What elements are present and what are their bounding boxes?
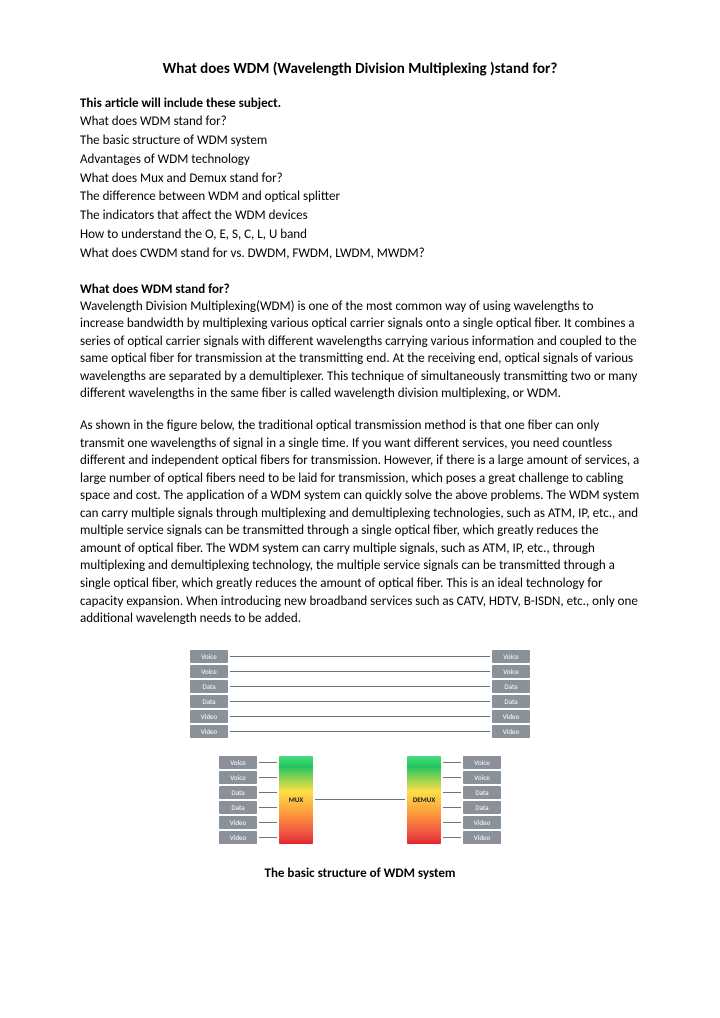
toc-item: What does Mux and Demux stand for? xyxy=(80,170,640,189)
right-labels: Voice Voice Data Data Video Video xyxy=(492,650,530,738)
toc-item: The basic structure of WDM system xyxy=(80,132,640,151)
signal-label: Voice xyxy=(190,650,228,663)
signal-label: Voice xyxy=(219,756,257,769)
paragraph: As shown in the figure below, the tradit… xyxy=(80,417,640,628)
signal-label: Data xyxy=(219,801,257,814)
signal-label: Data xyxy=(219,786,257,799)
signal-label: Data xyxy=(492,680,530,693)
toc-item: How to understand the O, E, S, C, L, U b… xyxy=(80,226,640,245)
signal-label: Voice xyxy=(463,756,501,769)
section-header: What does WDM stand for? xyxy=(80,282,640,297)
toc-item: What does CWDM stand for vs. DWDM, FWDM,… xyxy=(80,245,640,264)
fiber-lines xyxy=(443,756,461,844)
signal-label: Voice xyxy=(492,665,530,678)
fiber-lines xyxy=(259,756,277,844)
single-fiber-line xyxy=(315,799,405,800)
page-title: What does WDM (Wavelength Division Multi… xyxy=(80,60,640,78)
signal-label: Data xyxy=(190,695,228,708)
left-labels: Voice Voice Data Data Video Video xyxy=(219,756,257,844)
mux-box: MUX xyxy=(279,756,313,844)
signal-label: Video xyxy=(463,816,501,829)
signal-label: Video xyxy=(492,710,530,723)
right-labels: Voice Voice Data Data Video Video xyxy=(463,756,501,844)
paragraph: Wavelength Division Multiplexing(WDM) is… xyxy=(80,298,640,403)
signal-label: Voice xyxy=(219,771,257,784)
toc-item: Advantages of WDM technology xyxy=(80,151,640,170)
signal-label: Video xyxy=(492,725,530,738)
signal-label: Video xyxy=(190,710,228,723)
traditional-diagram: Voice Voice Data Data Video Video Voice … xyxy=(190,650,530,738)
signal-label: Voice xyxy=(463,771,501,784)
toc-item: The indicators that affect the WDM devic… xyxy=(80,207,640,226)
fiber-lines xyxy=(230,650,490,738)
wdm-diagram: Voice Voice Data Data Video Video MUX DE… xyxy=(219,756,501,844)
signal-label: Data xyxy=(190,680,228,693)
signal-label: Video xyxy=(463,831,501,844)
signal-label: Voice xyxy=(190,665,228,678)
signal-label: Voice xyxy=(492,650,530,663)
toc-header: This article will include these subject. xyxy=(80,96,640,111)
toc-item: What does WDM stand for? xyxy=(80,113,640,132)
signal-label: Data xyxy=(463,801,501,814)
signal-label: Video xyxy=(219,831,257,844)
signal-label: Video xyxy=(190,725,228,738)
demux-box: DEMUX xyxy=(407,756,441,844)
toc-item: The difference between WDM and optical s… xyxy=(80,188,640,207)
left-labels: Voice Voice Data Data Video Video xyxy=(190,650,228,738)
signal-label: Data xyxy=(492,695,530,708)
figure-caption: The basic structure of WDM system xyxy=(80,866,640,881)
signal-label: Video xyxy=(219,816,257,829)
signal-label: Data xyxy=(463,786,501,799)
diagram-area: Voice Voice Data Data Video Video Voice … xyxy=(80,650,640,844)
